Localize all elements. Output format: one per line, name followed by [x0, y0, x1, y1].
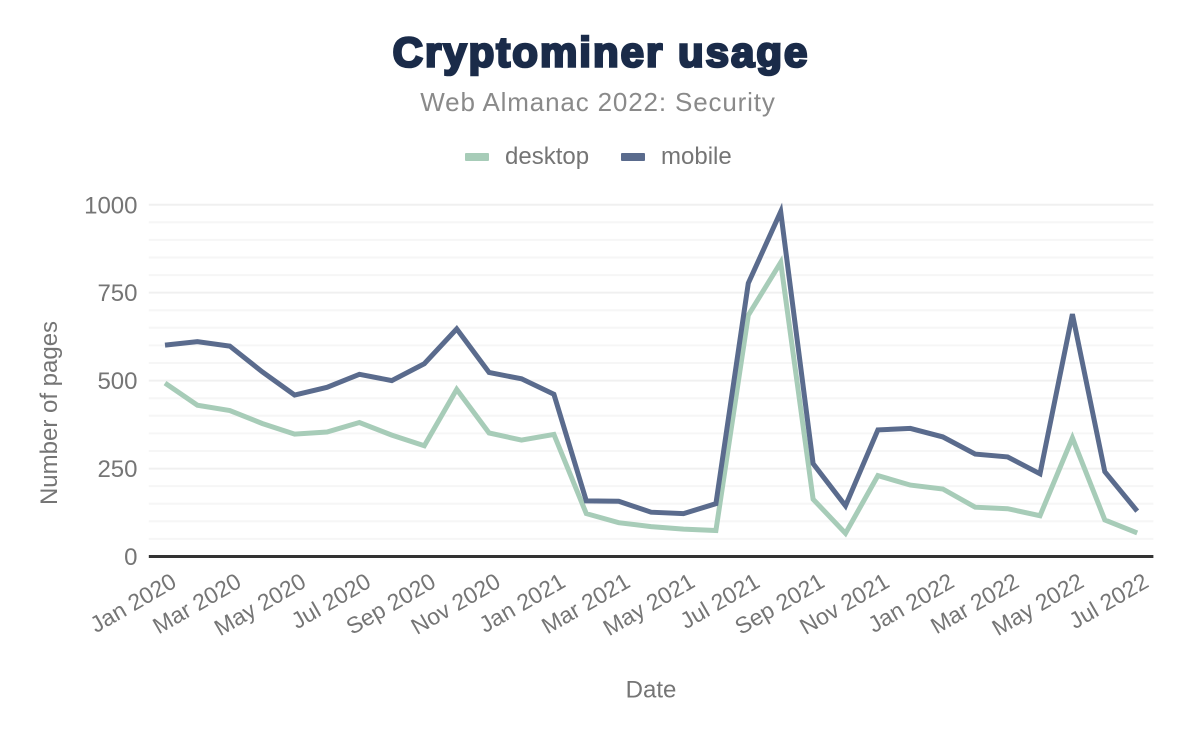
svg-text:Web Almanac 2022: Security: Web Almanac 2022: Security [420, 87, 775, 117]
svg-text:250: 250 [97, 456, 137, 483]
svg-text:500: 500 [97, 368, 137, 395]
svg-text:Number of pages: Number of pages [36, 321, 63, 505]
svg-text:mobile: mobile [661, 143, 732, 170]
svg-text:1000: 1000 [84, 192, 137, 219]
svg-text:Cryptominer usage: Cryptominer usage [393, 29, 810, 76]
svg-text:0: 0 [124, 544, 137, 571]
svg-text:750: 750 [97, 280, 137, 307]
svg-text:Date: Date [626, 677, 677, 704]
svg-text:desktop: desktop [505, 143, 589, 170]
